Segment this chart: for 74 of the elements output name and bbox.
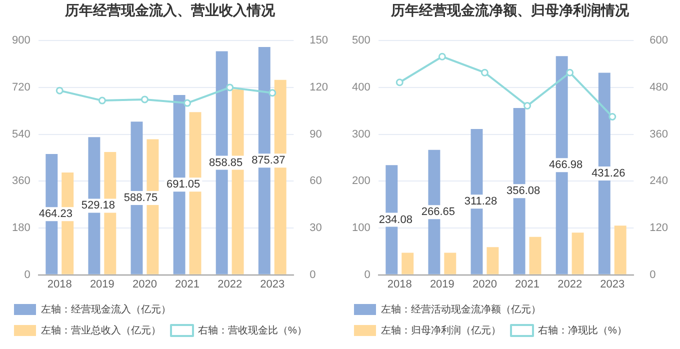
chart-title: 历年经营现金流入、营业收入情况 — [64, 2, 276, 20]
data-label: 311.28 — [464, 196, 498, 208]
x-tick-label: 2020 — [472, 278, 497, 290]
y2-tick-label: 120 — [650, 222, 668, 234]
legend-label: 左轴：营业总收入（亿元） — [41, 324, 161, 336]
legend-label: 左轴：经营活动现金流净额（亿元） — [381, 303, 541, 316]
y2-tick-label: 480 — [650, 81, 668, 94]
bar — [486, 247, 499, 274]
x-tick-label: 2021 — [515, 278, 540, 290]
point — [438, 52, 446, 60]
point — [184, 99, 192, 107]
y2-tick-label: 30 — [310, 222, 322, 234]
y-tick-label: 400 — [352, 81, 370, 94]
y2-tick-label: 120 — [310, 81, 328, 94]
point — [226, 84, 234, 92]
y2-tick-label: 360 — [650, 128, 668, 140]
x-tick-label: 2023 — [600, 278, 625, 290]
y-tick-label: 720 — [12, 81, 30, 94]
bar — [444, 252, 456, 274]
point — [524, 102, 532, 110]
point — [608, 112, 616, 120]
x-tick-label: 2021 — [175, 278, 200, 290]
data-label: 234.08 — [378, 214, 412, 226]
point — [566, 68, 574, 76]
data-label: 691.05 — [166, 178, 200, 191]
data-label: 464.23 — [38, 208, 72, 220]
legend-label: 右轴：营收现金比（%） — [198, 324, 307, 336]
chart-title: 历年经营现金流净额、归母净利润情况 — [390, 2, 630, 20]
y-tick-label: 500 — [352, 34, 370, 47]
bar — [402, 252, 414, 274]
y-tick-label: 0 — [24, 268, 30, 281]
data-label: 858.85 — [209, 156, 243, 169]
x-tick-label: 2022 — [218, 278, 242, 290]
point — [140, 96, 148, 104]
bar — [572, 232, 584, 274]
point — [56, 86, 64, 94]
bar — [614, 226, 626, 274]
y-tick-label: 360 — [12, 175, 30, 188]
data-label: 431.26 — [592, 168, 626, 180]
x-tick-label: 2019 — [430, 278, 454, 290]
y2-tick-label: 0 — [310, 268, 316, 281]
data-label: 588.75 — [124, 192, 158, 204]
x-tick-label: 2019 — [90, 278, 114, 290]
y-tick-label: 300 — [352, 128, 370, 140]
data-label: 466.98 — [549, 159, 583, 172]
x-tick-label: 2018 — [387, 278, 412, 290]
point — [480, 68, 488, 76]
point — [98, 96, 106, 104]
data-label: 266.65 — [421, 206, 456, 218]
y2-tick-label: 240 — [650, 175, 668, 188]
y2-tick-label: 600 — [650, 34, 668, 47]
x-tick-label: 2023 — [260, 278, 285, 290]
legend-label: 左轴：归母净利润（亿元） — [381, 324, 501, 336]
data-label: 529.18 — [81, 200, 116, 212]
y-tick-label: 100 — [352, 222, 370, 234]
y2-tick-label: 90 — [310, 128, 322, 140]
point — [268, 89, 276, 97]
y-tick-label: 540 — [12, 128, 30, 140]
y-tick-label: 200 — [352, 175, 370, 188]
x-tick-label: 2020 — [132, 278, 157, 290]
y2-tick-label: 150 — [310, 34, 328, 47]
y2-tick-label: 0 — [650, 268, 656, 281]
y2-tick-label: 60 — [310, 175, 322, 188]
y-tick-label: 0 — [364, 268, 370, 281]
data-label: 875.37 — [252, 154, 286, 167]
bar — [529, 236, 542, 274]
x-tick-label: 2018 — [47, 278, 72, 290]
legend-label: 左轴：经营现金流入（亿元） — [41, 303, 171, 316]
y-tick-label: 900 — [12, 34, 30, 47]
point — [396, 78, 404, 86]
y-tick-label: 180 — [12, 222, 30, 234]
data-label: 356.08 — [506, 185, 540, 198]
legend-label: 右轴：净现比（%） — [538, 324, 627, 336]
x-tick-label: 2022 — [558, 278, 582, 290]
